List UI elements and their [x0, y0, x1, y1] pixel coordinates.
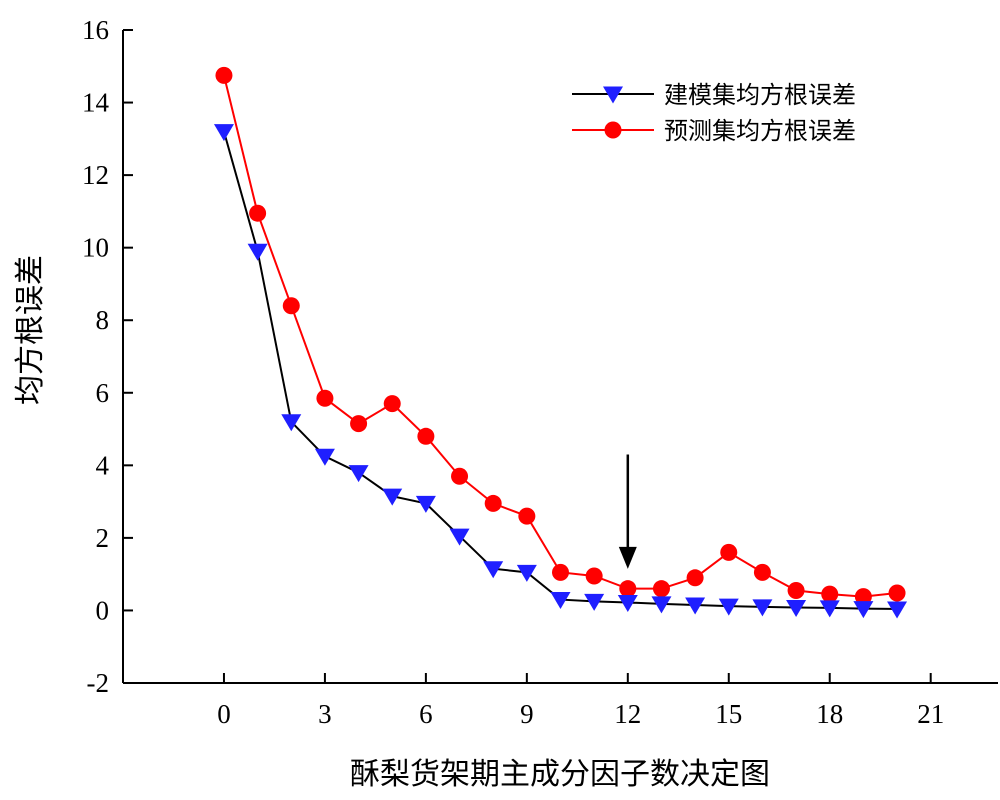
- data-point: [516, 564, 537, 582]
- data-point: [415, 495, 436, 513]
- y-tick-label: 4: [96, 450, 110, 480]
- y-tick-label: 2: [96, 523, 110, 553]
- data-point: [752, 599, 773, 617]
- x-tick-label: 0: [217, 699, 231, 729]
- x-axis-title: 酥梨货架期主成分因子数决定图: [350, 757, 770, 792]
- data-point: [786, 600, 807, 618]
- y-tick-label: 12: [82, 160, 109, 190]
- y-tick-label: 8: [96, 305, 110, 335]
- data-point: [585, 567, 603, 585]
- x-tick-label: 15: [715, 699, 742, 729]
- x-tick-label: 12: [614, 699, 641, 729]
- series-1: [215, 66, 906, 606]
- data-point: [451, 467, 469, 485]
- data-point: [853, 601, 874, 619]
- data-point: [787, 581, 805, 599]
- data-point: [348, 465, 369, 483]
- data-point: [686, 569, 704, 587]
- arrow-head: [618, 546, 637, 569]
- data-point: [753, 563, 771, 581]
- y-tick-label: 10: [82, 233, 109, 263]
- legend-item: 预测集均方根误差: [572, 117, 856, 145]
- data-point: [213, 124, 234, 142]
- legend-marker: [603, 86, 623, 104]
- data-point: [350, 415, 368, 433]
- y-tick-label: 14: [82, 88, 110, 118]
- data-point: [484, 494, 502, 512]
- data-point: [281, 414, 302, 432]
- data-point: [382, 488, 403, 506]
- data-point: [619, 580, 637, 598]
- y-tick-label: -2: [87, 668, 110, 698]
- data-point: [584, 593, 605, 611]
- legend-item: 建模集均方根误差: [572, 81, 856, 109]
- x-tick-label: 9: [520, 699, 534, 729]
- data-point: [249, 204, 267, 222]
- data-point: [617, 594, 638, 612]
- data-point: [550, 592, 571, 610]
- y-tick-label: 0: [96, 595, 110, 625]
- data-point: [383, 395, 401, 413]
- ticks: -2 0 2 4 6 8 10 12 14 16 0 3 6 9 12 15 18 21: [82, 15, 944, 729]
- data-point: [819, 600, 840, 618]
- legend-marker: [604, 121, 622, 139]
- legend-label: 建模集均方根误差: [664, 81, 856, 109]
- data-point: [821, 585, 839, 603]
- x-tick-label: 6: [419, 699, 433, 729]
- data-point: [316, 389, 334, 407]
- data-point: [483, 561, 504, 579]
- data-point: [518, 507, 536, 525]
- data-point: [718, 598, 739, 616]
- series-line: [222, 131, 898, 610]
- data-point: [652, 580, 670, 598]
- data-point: [720, 543, 738, 561]
- data-point: [888, 584, 906, 602]
- data-point: [854, 588, 872, 606]
- y-tick-label: 6: [96, 378, 110, 408]
- series-line: [222, 75, 898, 598]
- data-point: [417, 427, 435, 445]
- legend-label: 预测集均方根误差: [664, 117, 856, 145]
- data-point: [651, 596, 672, 614]
- axes: [122, 30, 998, 684]
- data-point: [282, 297, 300, 315]
- series-0: [213, 124, 908, 619]
- data-point: [314, 448, 335, 466]
- y-axis-title: 均方根误差: [13, 255, 48, 405]
- data-point: [552, 563, 569, 581]
- data-point: [215, 66, 233, 84]
- data-point: [449, 528, 470, 546]
- data-point: [685, 597, 706, 615]
- x-tick-label: 21: [917, 699, 944, 729]
- series: [213, 66, 908, 619]
- x-tick-label: 3: [318, 699, 332, 729]
- data-point: [247, 243, 268, 261]
- y-tick-label: 16: [82, 15, 109, 45]
- x-tick-label: 18: [816, 699, 843, 729]
- annotations: [618, 454, 637, 569]
- data-point: [887, 601, 908, 619]
